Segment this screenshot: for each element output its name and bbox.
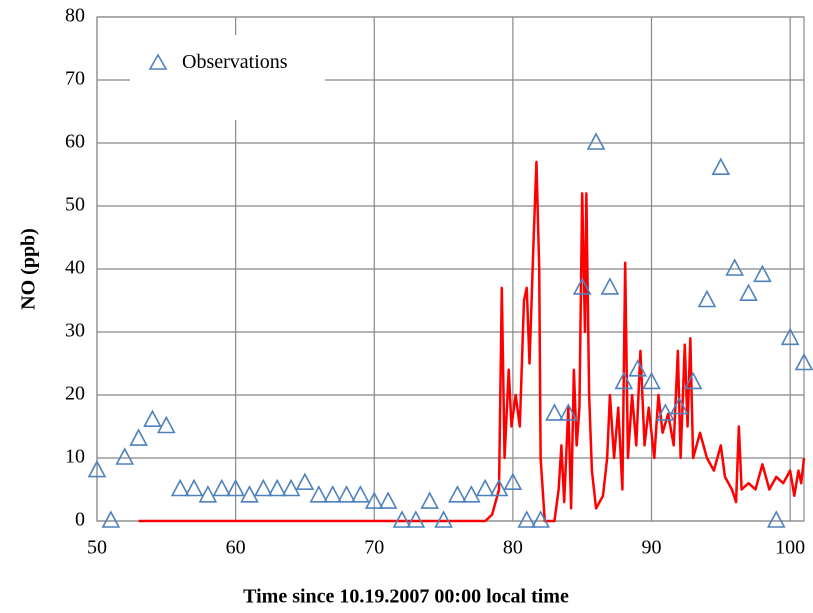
observation-marker xyxy=(364,491,384,509)
observation-marker xyxy=(753,264,772,283)
observation-marker xyxy=(323,485,342,503)
observation-marker xyxy=(101,510,121,528)
observation-marker xyxy=(212,478,232,497)
y-tick-label: 70 xyxy=(65,68,85,90)
x-tick-label: 90 xyxy=(642,537,662,559)
y-tick-label: 10 xyxy=(65,446,85,468)
y-tick-label: 0 xyxy=(75,509,85,531)
observation-marker xyxy=(281,478,301,497)
observation-marker xyxy=(254,478,273,497)
observation-marker xyxy=(697,289,717,308)
observation-marker xyxy=(184,478,204,497)
legend-marker xyxy=(148,53,168,70)
observation-marker xyxy=(503,472,523,491)
observation-marker xyxy=(115,447,135,465)
observation-marker xyxy=(406,510,426,528)
observation-marker xyxy=(240,485,259,503)
observation-marker xyxy=(87,459,107,478)
observation-marker xyxy=(267,478,287,497)
y-tick-label: 40 xyxy=(65,257,85,279)
observation-marker xyxy=(392,510,412,528)
observation-marker xyxy=(448,485,467,503)
observation-marker xyxy=(420,491,440,509)
observation-marker xyxy=(614,371,634,390)
observation-marker xyxy=(642,371,661,390)
y-tick-label: 80 xyxy=(65,5,85,27)
observation-marker xyxy=(572,277,592,295)
observation-marker xyxy=(461,485,481,503)
y-tick-label: 20 xyxy=(65,383,85,405)
x-axis-label: Time since 10.19.2007 00:00 local time xyxy=(243,586,569,608)
observation-marker xyxy=(669,396,689,415)
observation-marker xyxy=(558,403,578,421)
observation-marker xyxy=(489,478,509,497)
observation-marker xyxy=(586,132,606,150)
observation-marker xyxy=(780,327,800,346)
x-tick-label: 60 xyxy=(226,537,246,559)
y-tick-label: 60 xyxy=(65,131,85,153)
x-tick-label: 100 xyxy=(775,537,805,559)
observation-marker xyxy=(378,491,398,509)
y-tick-label: 50 xyxy=(65,194,85,216)
observation-marker xyxy=(475,478,495,497)
observation-marker xyxy=(198,485,218,503)
legend: Observations xyxy=(130,35,325,120)
model-line xyxy=(138,160,806,523)
observation-marker xyxy=(600,277,620,295)
observation-marker xyxy=(711,157,731,175)
observation-marker xyxy=(545,403,564,421)
observation-marker xyxy=(656,403,675,421)
observation-marker xyxy=(156,415,176,434)
observation-marker xyxy=(143,409,162,428)
observation-marker xyxy=(794,352,813,371)
x-tick-label: 80 xyxy=(503,537,523,559)
observation-marker xyxy=(351,485,370,503)
y-axis-label: NO (ppb) xyxy=(18,228,40,310)
observation-marker xyxy=(739,283,758,302)
x-tick-label: 50 xyxy=(87,537,107,559)
legend-label: Observations xyxy=(182,51,288,73)
observation-marker xyxy=(170,478,190,497)
observation-marker xyxy=(531,510,550,528)
observation-marker xyxy=(226,478,245,497)
observation-marker xyxy=(517,510,537,528)
observation-marker xyxy=(766,510,786,528)
observation-marker xyxy=(295,472,315,491)
x-tick-label: 70 xyxy=(364,537,384,559)
y-tick-label: 30 xyxy=(65,320,85,342)
observation-marker xyxy=(129,428,148,446)
legend-triangle xyxy=(148,53,168,70)
observation-marker xyxy=(725,258,745,276)
observation-marker xyxy=(434,510,453,528)
observation-marker xyxy=(309,485,329,503)
observation-marker xyxy=(337,485,356,503)
observation-marker xyxy=(628,359,647,377)
observation-marker xyxy=(683,371,703,390)
